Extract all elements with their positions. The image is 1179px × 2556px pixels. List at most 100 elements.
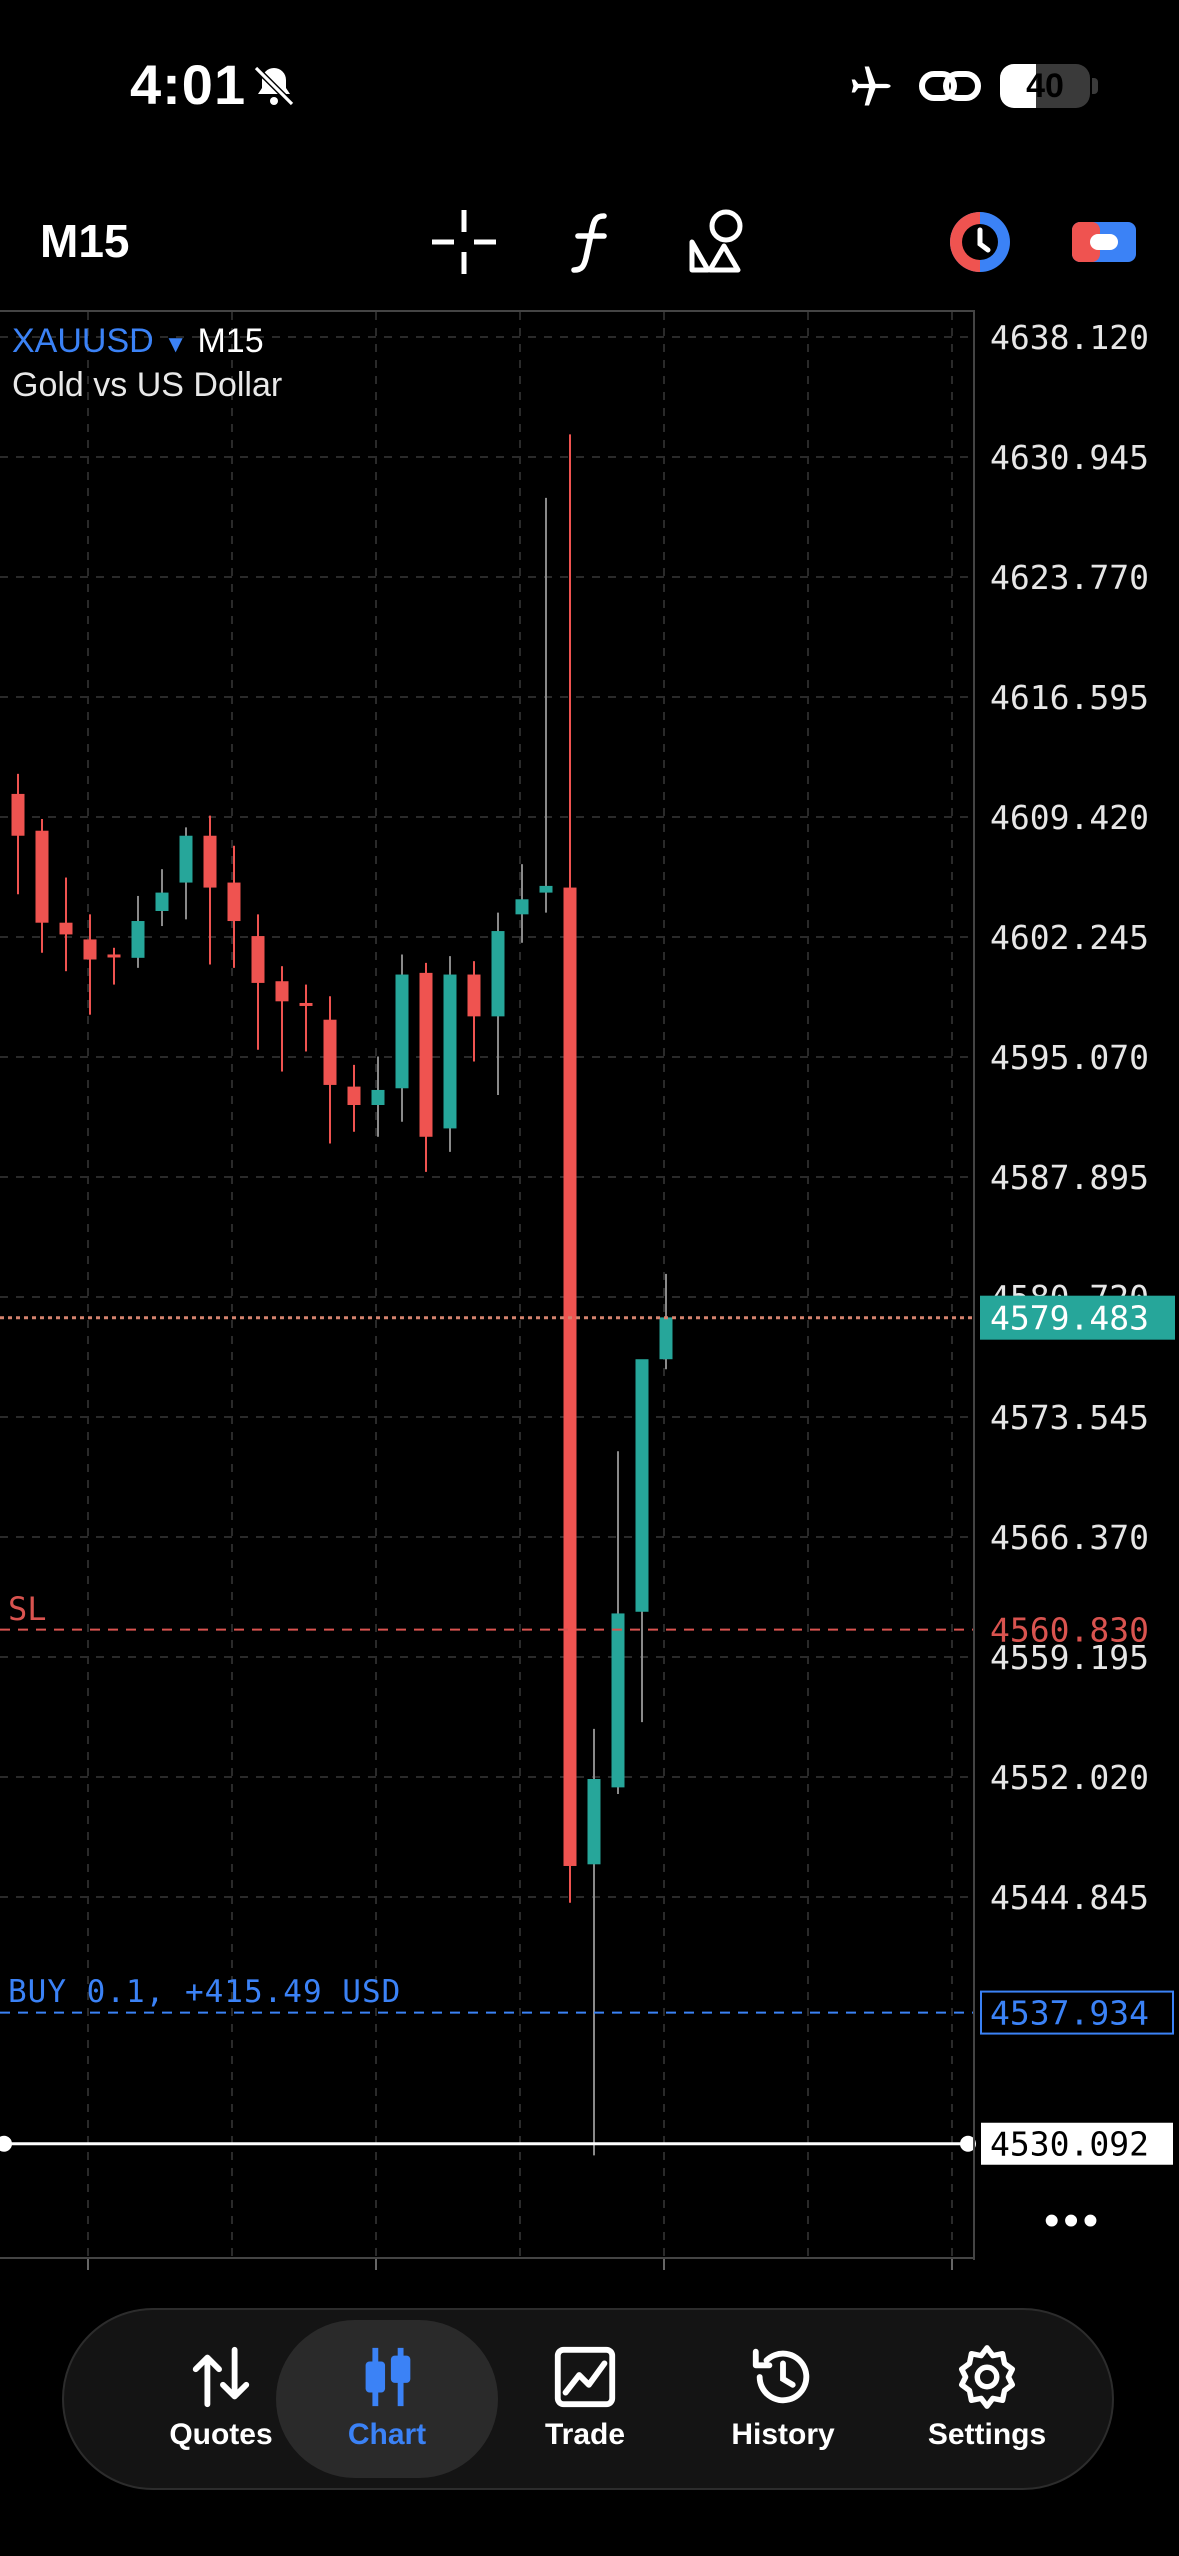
symbol-name[interactable]: XAUUSD — [12, 322, 154, 360]
settings-gear-icon — [959, 2345, 1015, 2409]
battery-fill — [1000, 64, 1036, 108]
candle-body — [515, 899, 529, 915]
price-axis-label: 4552.020 — [990, 1758, 1149, 1797]
trade-toggle-icon[interactable] — [1068, 206, 1140, 278]
symbol-dropdown-icon[interactable]: ▼ — [163, 331, 188, 358]
position-price-box — [980, 1990, 1174, 2035]
candle-body — [635, 1359, 649, 1612]
candle-body — [347, 1086, 361, 1105]
price-axis-label: 4587.895 — [990, 1158, 1149, 1197]
price-axis-label: 4609.420 — [990, 798, 1149, 837]
stop-loss-label[interactable]: SL — [8, 1590, 47, 1628]
history-clock-icon — [752, 2348, 810, 2404]
tab-chart[interactable]: Chart — [276, 2320, 498, 2478]
price-axis-label: 4566.370 — [990, 1518, 1149, 1557]
horizontal-line-price-tag: 4530.092 — [990, 2125, 1149, 2164]
tab-history-label: History — [731, 2418, 835, 2451]
price-lines-layer — [0, 1316, 976, 2152]
tab-trade-label: Trade — [544, 2418, 626, 2451]
chart-symbol-header[interactable]: XAUUSD ▼ M15 — [12, 322, 264, 361]
candle-body — [203, 835, 217, 888]
horizontal-line-handle-right — [960, 2135, 976, 2152]
candle-body — [251, 936, 265, 983]
tab-settings-label: Settings — [927, 2418, 1047, 2451]
candle-body — [59, 922, 73, 935]
current-price-text: 4579.483 — [990, 1299, 1149, 1338]
current-price-tag — [980, 1295, 1175, 1340]
candle-body — [83, 939, 97, 960]
chart-grid — [0, 312, 974, 2258]
candle-body — [467, 974, 481, 1017]
more-options-icon[interactable]: ••• — [1044, 2196, 1103, 2245]
candle-body — [491, 931, 505, 1017]
candle-body — [11, 793, 25, 836]
candle-body — [563, 887, 577, 1866]
horizontal-line-handle-left — [0, 2135, 12, 2152]
candle-body — [539, 885, 553, 893]
position-label[interactable]: BUY 0.1, +415.49 USD — [8, 1974, 402, 2010]
price-axis-label: 4559.195 — [990, 1638, 1149, 1677]
bottom-tab-bar: Quotes Chart Trade History Settings — [62, 2308, 1114, 2490]
price-axis-label: 4630.945 — [990, 438, 1149, 477]
candle-body — [323, 1019, 337, 1085]
time-axis-label: 28 Aug 09:00 — [98, 2266, 329, 2270]
candle-body — [371, 1089, 385, 1105]
status-bar: 4:01 40 — [0, 0, 1179, 170]
link-icon — [919, 71, 981, 101]
candle-body — [131, 921, 145, 958]
tab-quotes-label: Quotes — [169, 2418, 273, 2451]
candle-body — [227, 882, 241, 922]
candle-body — [443, 974, 457, 1129]
candle-body — [419, 972, 433, 1137]
candlestick-chart[interactable]: 4638.120 4630.945 4623.770 4616.595 4609.420… — [0, 310, 1179, 2304]
candles-layer — [11, 434, 673, 2156]
price-tags-layer: 4579.483 4560.830 4537.934 4530.092 — [980, 1295, 1175, 2165]
price-axis-label: 4602.245 — [990, 918, 1149, 957]
chart-toolbar: M15 — [0, 170, 1179, 310]
candle-body — [299, 1002, 313, 1006]
price-axis-label: 4638.120 — [990, 318, 1149, 357]
price-axis-label: 4623.770 — [990, 558, 1149, 597]
airplane-icon — [851, 66, 891, 106]
crosshair-icon[interactable] — [428, 206, 500, 278]
price-axis-label: 4616.595 — [990, 678, 1149, 717]
candle-body — [155, 892, 169, 911]
time-axis-label: 28 Aug 15:00 — [674, 2266, 905, 2270]
candle-body — [35, 830, 49, 923]
candle-body — [107, 954, 121, 958]
battery-tip — [1092, 78, 1098, 94]
tab-quotes[interactable]: Quotes — [116, 2320, 326, 2478]
indicators-function-icon[interactable] — [556, 206, 628, 278]
candle-body — [611, 1613, 625, 1788]
candle-body — [395, 974, 409, 1089]
tab-settings[interactable]: Settings — [882, 2320, 1092, 2478]
status-time: 4:01 — [130, 53, 247, 116]
timeframe-button[interactable]: M15 — [40, 215, 130, 267]
candle-body — [659, 1317, 673, 1360]
battery-indicator: 40 — [1000, 64, 1090, 108]
bell-slash-icon — [253, 65, 295, 107]
plot-area — [0, 310, 974, 2260]
price-chart[interactable]: 4638.120 4630.945 4623.770 4616.595 4609.420… — [0, 310, 1179, 2304]
candle-body — [179, 835, 193, 883]
stop-loss-price-tag: 4560.830 — [990, 1611, 1149, 1650]
time-axis-label: 28 Aug 12:00 — [386, 2266, 617, 2270]
horizontal-line-price-box — [981, 2122, 1173, 2165]
candle-body — [275, 981, 289, 1002]
battery-percent: 40 — [1026, 67, 1064, 105]
tab-trade[interactable]: Trade — [480, 2320, 690, 2478]
trade-chart-icon — [554, 2346, 616, 2408]
symbol-description: Gold vs US Dollar — [12, 366, 283, 404]
tab-chart-label: Chart — [347, 2418, 427, 2451]
price-axis: 4638.120 4630.945 4623.770 4616.595 4609.420… — [990, 318, 1149, 1917]
price-axis-label: 4573.545 — [990, 1398, 1149, 1437]
one-click-trading-icon[interactable] — [944, 206, 1016, 278]
tab-history[interactable]: History — [678, 2320, 888, 2478]
candlestick-chart-icon — [365, 2347, 411, 2407]
symbol-timeframe: M15 — [197, 322, 264, 360]
price-axis-label: 4544.845 — [990, 1878, 1149, 1917]
objects-shapes-icon[interactable] — [680, 206, 752, 278]
position-price-tag: 4537.934 — [990, 1994, 1149, 2033]
quotes-arrows-icon — [192, 2346, 250, 2408]
price-axis-label: 4595.070 — [990, 1038, 1149, 1077]
